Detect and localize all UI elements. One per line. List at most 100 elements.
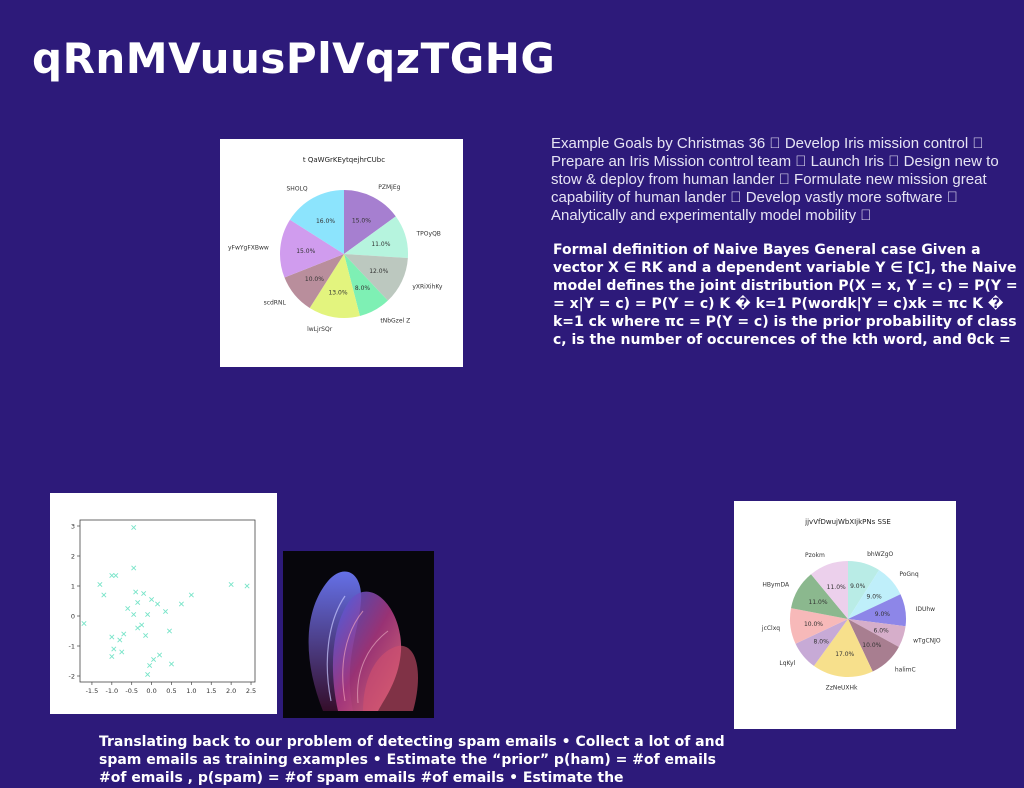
scatter-point: [109, 653, 115, 660]
x-tick-label: -1.0: [105, 687, 118, 695]
pie-title: t QaWGrKEytqejhrCUbc: [303, 156, 385, 164]
scatter-point: [131, 611, 137, 618]
pie-title: jjvVfDwujWbXIjkPNs SSE: [804, 518, 891, 526]
pie-slice: [309, 254, 360, 318]
x-tick-label: 1.0: [186, 687, 196, 695]
scatter-point: [188, 592, 194, 598]
abstract-image: [283, 551, 434, 718]
scatter-point: [145, 671, 151, 678]
pie-slice: [344, 216, 408, 259]
pie-slice: [848, 561, 880, 619]
pie-category-label: yXRiXihKy: [412, 284, 443, 291]
pie-category-label: PoGnq: [899, 571, 919, 578]
scatter-point: [109, 634, 115, 640]
pie-value-label: 10.0%: [305, 276, 324, 283]
pie-value-label: 12.0%: [369, 268, 388, 275]
scatter-point: [147, 662, 153, 669]
pie-slice: [289, 190, 344, 254]
scatter-point: [145, 611, 151, 618]
pie-category-label: TPOyQB: [416, 230, 441, 237]
pie-value-label: 11.0%: [371, 241, 390, 248]
pie-value-label: 9.0%: [875, 611, 891, 618]
pie-slice: [848, 594, 906, 627]
scatter-point: [97, 581, 103, 588]
pie-value-label: 16.0%: [316, 218, 335, 225]
x-tick-label: -0.5: [125, 687, 138, 695]
pie-slice: [344, 254, 388, 316]
abstract-flow-graphic: [308, 571, 418, 711]
y-tick-label: 0: [71, 613, 75, 621]
y-tick-label: 3: [71, 523, 75, 531]
y-tick-label: 1: [71, 583, 75, 591]
x-tick-label: 1.5: [206, 687, 216, 695]
pie-category-label: halimC: [895, 666, 916, 673]
scatter-point: [151, 656, 157, 663]
scatter-point: [131, 565, 137, 571]
pie-category-label: wTgCNJO: [913, 638, 941, 645]
pie-category-label: SHOLQ: [287, 185, 308, 192]
plot-frame: [79, 519, 256, 683]
scatter-point: [141, 590, 147, 597]
pie-category-label: HBymDA: [762, 582, 790, 589]
pie-value-label: 13.0%: [328, 289, 347, 296]
pie-category-label: bhWZgO: [867, 551, 893, 558]
scatter-point: [143, 632, 149, 639]
x-tick-label: 0.0: [146, 687, 156, 695]
scatter-point: [81, 620, 87, 627]
pie-slice: [791, 574, 848, 619]
pie-value-label: 9.0%: [866, 593, 882, 600]
scatter-point: [131, 524, 137, 531]
x-tick-label: 2.0: [226, 687, 236, 695]
pie-category-label: jcClxq: [761, 625, 780, 632]
pie-category-label: LqKyl: [779, 660, 795, 667]
pie-slice: [344, 190, 396, 254]
x-tick-label: 2.5: [246, 687, 256, 695]
scatter-plot-panel: -1.5 -1.0 -0.5 0.0 0.5 1.0 1.5 2.0 2.5 -2 -1 0 1 2 3: [50, 493, 277, 714]
pie-value-label: 10.0%: [804, 621, 823, 628]
scatter-point: [111, 646, 117, 652]
pie-category-label: scdRNL: [264, 300, 287, 307]
scatter-point: [125, 605, 131, 612]
scatter-point: [139, 622, 145, 628]
pie-value-label: 15.0%: [352, 217, 371, 224]
spam-detection-text: Translating back to our problem of detec…: [99, 734, 725, 786]
pie-chart-panel-top: t QaWGrKEytqejhrCUbc 15.0% PZMjEg 11.0% TPOy…: [220, 139, 463, 367]
scatter-point: [157, 652, 163, 658]
pie-slice: [811, 561, 848, 619]
scatter-point: [135, 625, 141, 631]
x-tick-label: 0.5: [166, 687, 176, 695]
scatter-point: [113, 572, 119, 579]
pie-value-label: 11.0%: [809, 599, 828, 606]
scatter-point: [119, 649, 125, 655]
scatter-point: [135, 599, 141, 606]
scatter-point: [166, 628, 173, 634]
scatter-point: [133, 589, 139, 595]
pie-category-label: ZzNeUXHk: [826, 685, 858, 692]
pie-category-label: PZMjEg: [378, 184, 400, 191]
pie-slice: [848, 619, 899, 672]
pie-slice: [280, 219, 344, 278]
scatter-point: [117, 637, 123, 643]
pie-slice: [344, 254, 408, 301]
pie-slice: [790, 608, 848, 644]
pie-slice: [848, 570, 901, 619]
pie-chart-panel-bottom: jjvVfDwujWbXIjkPNs SSE 9.0% bhWZgO 9.0% PoGn…: [734, 501, 956, 729]
scatter-point: [178, 601, 184, 607]
y-tick-label: -1: [69, 643, 75, 651]
scatter-point: [101, 592, 107, 598]
scatter-point: [168, 661, 174, 667]
pie-value-label: 9.0%: [850, 583, 866, 590]
pie-value-label: 8.0%: [355, 285, 371, 292]
pie-category-label: yFwYgFXBww: [228, 244, 269, 251]
scatter-point: [228, 581, 234, 588]
scatter-point: [121, 631, 127, 637]
pie-category-label: Pzokm: [805, 552, 825, 559]
naive-bayes-text: Formal definition of Naive Bayes General…: [553, 242, 1018, 348]
pie-value-label: 17.0%: [835, 651, 854, 658]
pie-category-label: tNbGzel Z: [380, 318, 410, 325]
pie-slice: [848, 619, 906, 647]
slide-title: qRnMVuusPlVqzTGHG: [32, 34, 556, 83]
scatter-point: [244, 583, 250, 589]
pie-chart-bottom: jjvVfDwujWbXIjkPNs SSE 9.0% bhWZgO 9.0% PoGn…: [761, 518, 941, 692]
pie-value-label: 15.0%: [296, 248, 315, 255]
